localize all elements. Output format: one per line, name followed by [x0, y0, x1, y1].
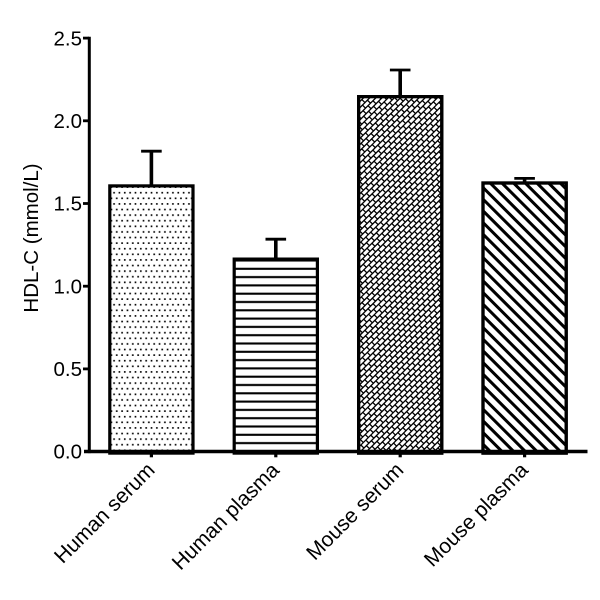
svg-text:0.5: 0.5 [54, 358, 83, 381]
svg-text:HDL-C (mmol/L): HDL-C (mmol/L) [20, 163, 43, 312]
svg-text:1.0: 1.0 [54, 275, 83, 298]
svg-text:0.0: 0.0 [54, 441, 83, 464]
svg-text:1.5: 1.5 [54, 193, 83, 216]
svg-text:2.0: 2.0 [54, 110, 83, 133]
svg-text:2.5: 2.5 [54, 27, 83, 50]
